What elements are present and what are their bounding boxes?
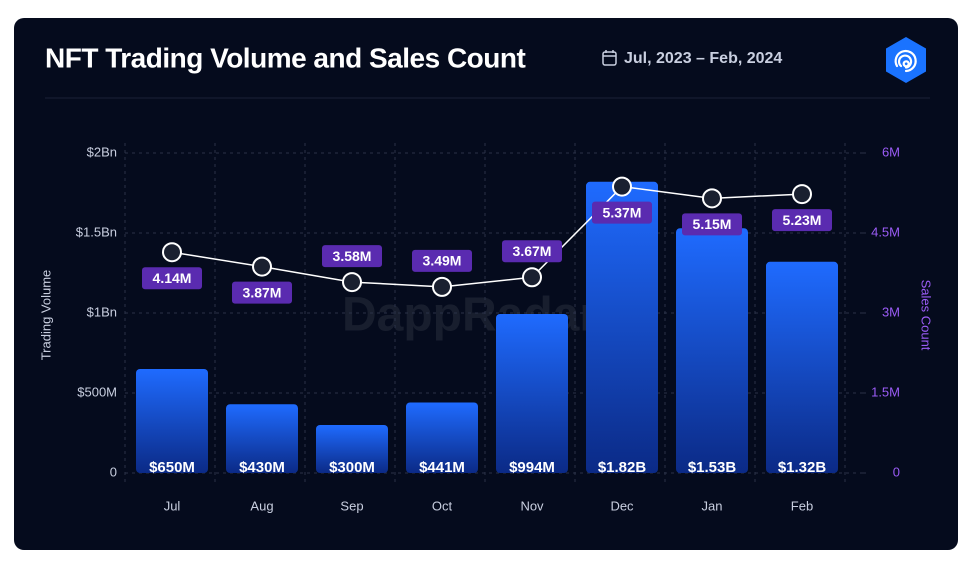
bar: [496, 313, 568, 473]
point-value-label: 5.15M: [693, 216, 732, 232]
y2-tick-label: 6M: [882, 144, 900, 159]
x-tick-label: Nov: [520, 498, 544, 513]
calendar-icon: [602, 50, 617, 66]
point-value-label: 3.67M: [513, 243, 552, 259]
point-label: 5.37M: [592, 201, 652, 224]
point: [162, 242, 182, 263]
bar-value-label: $1.32B: [778, 459, 827, 476]
bar-value-label: $650M: [149, 459, 195, 476]
point-label: 5.15M: [682, 213, 742, 236]
bar-value-label: $1.53B: [688, 459, 737, 476]
y-tick-label: $2Bn: [87, 144, 117, 159]
point-label: 3.87M: [232, 281, 292, 304]
y-tick-label: $1Bn: [87, 304, 117, 319]
x-tick-label: Jul: [164, 498, 181, 513]
y2-tick-label: 0: [893, 464, 900, 479]
point-label: 3.67M: [502, 240, 562, 263]
point-value-label: 3.58M: [333, 248, 372, 264]
point-label-box: [412, 249, 472, 272]
x-tick-label: Jan: [702, 498, 723, 513]
point-value-label: 3.87M: [243, 284, 282, 300]
date-range: Jul, 2023 – Feb, 2024: [624, 50, 782, 67]
logo: [886, 37, 926, 83]
sales-line: [171, 185, 803, 288]
point-label: 3.49M: [412, 249, 472, 272]
point: [522, 267, 542, 288]
point-label-box: [322, 245, 382, 268]
bar-value-label: $994M: [509, 459, 555, 476]
bar: [406, 402, 478, 473]
y2-axis-label: Sales Count: [919, 280, 934, 351]
point-value-label: 5.23M: [783, 212, 822, 228]
point: [342, 272, 362, 293]
point: [792, 184, 812, 205]
bar: [676, 228, 748, 473]
y2-tick-label: 3M: [882, 304, 900, 319]
point-label: 3.58M: [322, 245, 382, 268]
bar-value-label: $1.82B: [598, 459, 647, 476]
bar-value-label: $430M: [239, 459, 285, 476]
x-tick-label: Oct: [432, 498, 453, 513]
bar: [226, 404, 298, 473]
point-label-box: [232, 281, 292, 304]
bar: [136, 369, 208, 473]
y-tick-label: $500M: [77, 384, 117, 399]
point: [702, 188, 722, 209]
point: [432, 276, 452, 297]
point-label-box: [772, 209, 832, 232]
y-tick-label: $1.5Bn: [76, 224, 117, 239]
point: [612, 176, 632, 197]
point-value-label: 3.49M: [423, 253, 462, 269]
x-tick-label: Aug: [250, 498, 273, 513]
y-axis-label: Trading Volume: [38, 270, 53, 361]
chart-title: NFT Trading Volume and Sales Count: [45, 42, 525, 73]
y2-tick-label: 1.5M: [871, 384, 900, 399]
point-label: 5.23M: [772, 209, 832, 232]
point-label-box: [682, 213, 742, 236]
y2-tick-label: 4.5M: [871, 224, 900, 239]
bar-value-label: $441M: [419, 459, 465, 476]
point-label-box: [502, 240, 562, 263]
bar-value-label: $300M: [329, 459, 375, 476]
point-value-label: 5.37M: [603, 204, 642, 220]
x-tick-label: Dec: [610, 498, 634, 513]
point-value-label: 4.14M: [153, 270, 192, 286]
bar: [586, 181, 658, 474]
point-label-box: [142, 267, 202, 290]
bar: [766, 261, 838, 473]
y-tick-label: 0: [110, 464, 117, 479]
point: [252, 256, 272, 277]
x-tick-label: Sep: [340, 498, 363, 513]
point-label: 4.14M: [142, 267, 202, 290]
bar: [316, 425, 388, 473]
x-tick-label: Feb: [791, 498, 813, 513]
point-label-box: [592, 201, 652, 224]
